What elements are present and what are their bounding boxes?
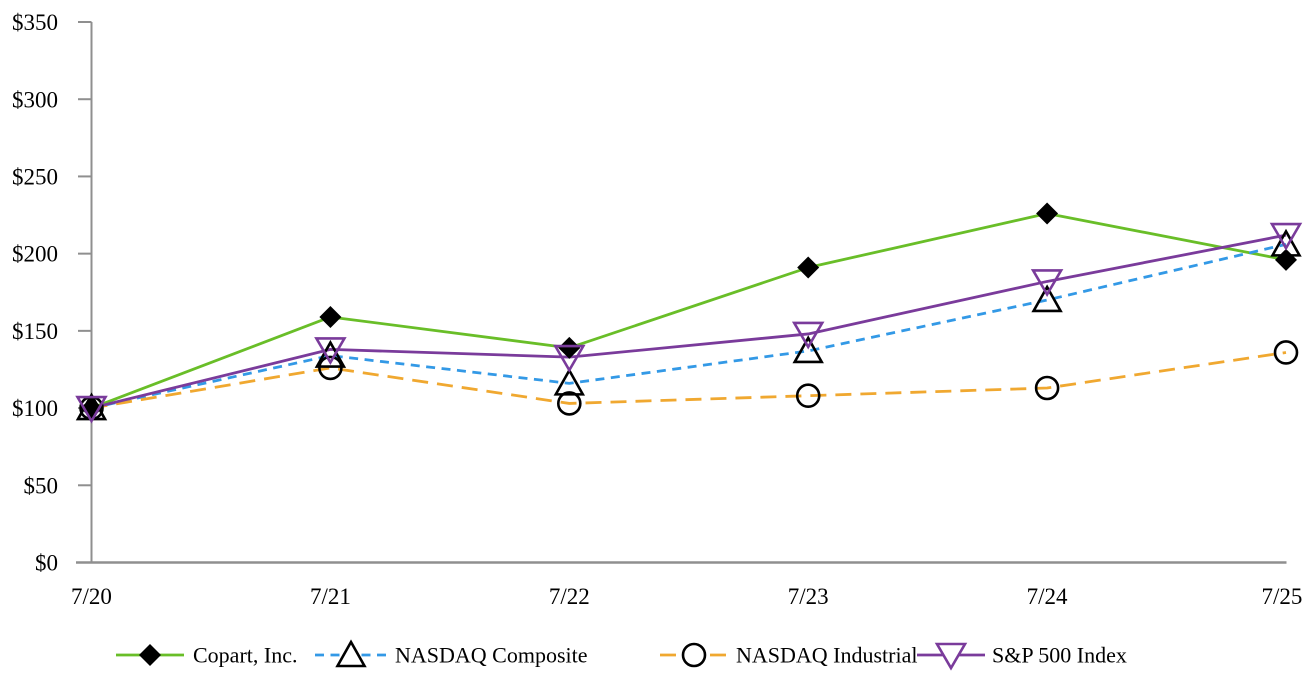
series-1-point-4-triangle-up-marker xyxy=(1031,284,1063,313)
y-axis-tick-label: $250 xyxy=(12,164,58,189)
series-2-point-4-circle-marker xyxy=(1034,375,1060,401)
y-axis-tick-label: $350 xyxy=(12,10,58,35)
series-0-point-2-diamond-marker xyxy=(558,336,581,359)
series-2-point-3-circle-marker xyxy=(795,383,821,409)
series-3-point-3-triangle-down-marker xyxy=(791,321,825,350)
y-axis-tick-label: $200 xyxy=(12,242,58,267)
series-2-point-2-circle-marker xyxy=(556,391,582,416)
series-0-point-5-diamond-marker xyxy=(1275,248,1297,271)
series-3-point-4-triangle-down-marker xyxy=(1030,269,1064,298)
series-3-point-1-triangle-down-marker xyxy=(314,337,347,365)
series-1-point-3-triangle-up-marker xyxy=(792,335,824,364)
y-axis-tick-label: $300 xyxy=(12,87,58,112)
series-3-point-2-triangle-down-marker xyxy=(553,344,586,373)
series-3-point-0-triangle-down-marker xyxy=(75,395,108,424)
series-0-point-4-diamond-marker xyxy=(1036,202,1059,225)
series-0-point-1-diamond-marker xyxy=(319,305,342,328)
series-2-point-5-circle-marker xyxy=(1273,340,1299,365)
series-line-3 xyxy=(91,233,1287,410)
series-1-point-1-triangle-up-marker xyxy=(314,339,347,368)
series-3-point-5-triangle-down-marker xyxy=(1269,222,1303,251)
series-0-point-3-diamond-marker xyxy=(797,256,820,279)
y-axis-tick-label: $100 xyxy=(12,396,58,421)
legend-1-triangle-up-marker xyxy=(335,639,367,668)
series-line-0 xyxy=(91,212,1287,410)
series-1-point-5-triangle-up-marker xyxy=(1270,228,1302,257)
series-line-2 xyxy=(91,351,1287,410)
legend-label-0: Copart, Inc. xyxy=(193,643,297,668)
legend-label-1: NASDAQ Composite xyxy=(395,643,588,668)
y-axis-tick-label: $150 xyxy=(12,319,58,344)
x-axis-tick-label: 7/25 xyxy=(1262,584,1303,609)
legend-0-diamond-marker xyxy=(139,644,161,666)
x-axis-tick-label: 7/23 xyxy=(788,584,829,609)
x-axis-tick-label: 7/20 xyxy=(71,584,112,609)
x-axis-tick-label: 7/21 xyxy=(310,584,351,609)
y-axis-tick-label: $50 xyxy=(24,473,59,498)
x-axis-tick-label: 7/22 xyxy=(549,584,590,609)
series-1-point-2-triangle-up-marker xyxy=(553,367,586,396)
legend-label-3: S&P 500 Index xyxy=(992,643,1127,668)
legend-label-2: NASDAQ Industrial xyxy=(736,643,918,668)
series-2-point-1-circle-marker xyxy=(318,355,343,381)
series-line-1 xyxy=(91,243,1287,410)
x-axis-tick-label: 7/24 xyxy=(1027,584,1068,609)
legend-2-circle-marker xyxy=(681,642,707,668)
legend-3-triangle-down-marker xyxy=(934,642,968,671)
y-axis-tick-label: $0 xyxy=(35,551,58,576)
